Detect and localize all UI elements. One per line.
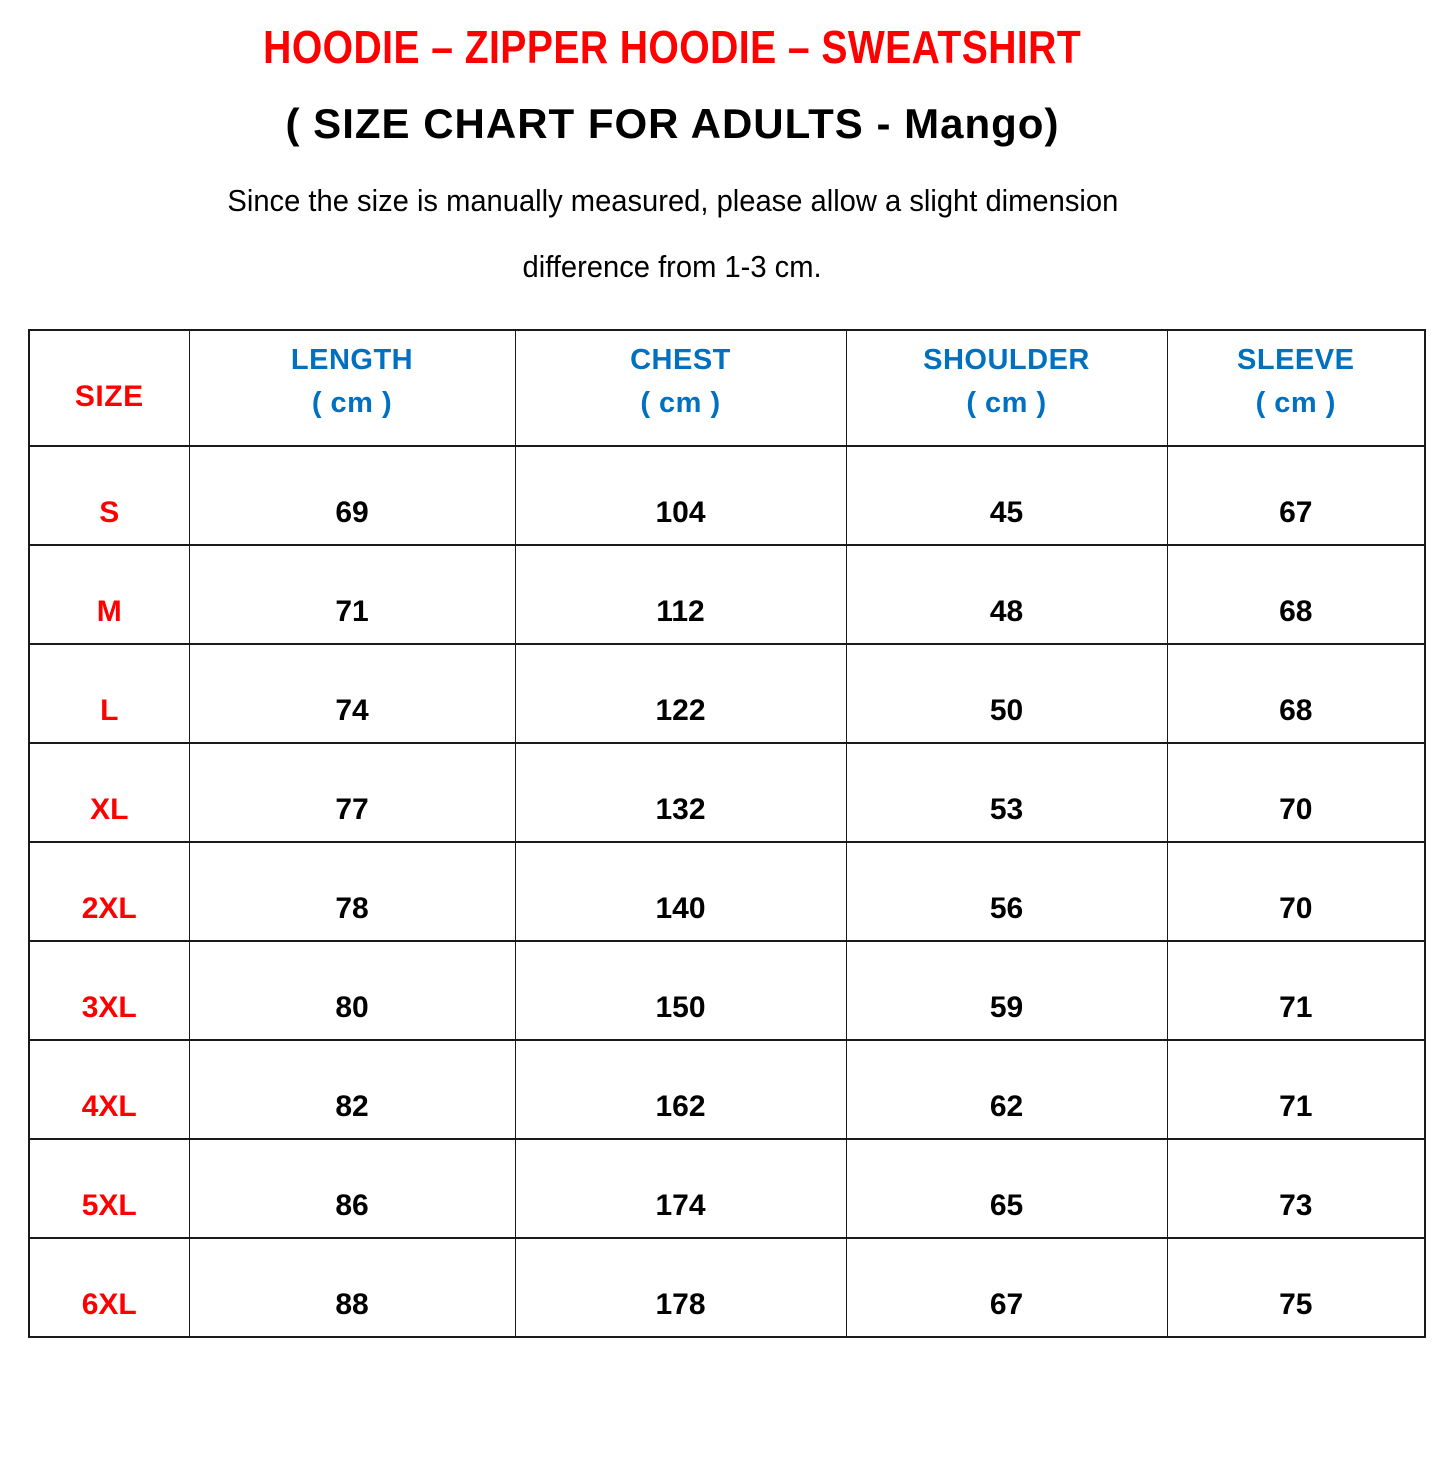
sleeve-cell: 68 <box>1166 643 1426 744</box>
size-cell: 3XL <box>28 940 190 1041</box>
sleeve-cell: 67 <box>1166 445 1426 546</box>
shoulder-cell: 53 <box>845 742 1168 843</box>
chest-cell: 174 <box>514 1138 847 1239</box>
column-header-label: CHEST <box>630 344 731 376</box>
table-row: 2XL 78 140 56 70 <box>28 841 1426 942</box>
table-row: 4XL 82 162 62 71 <box>28 1039 1426 1140</box>
column-header-label: LENGTH <box>290 344 414 376</box>
table-row: M 71 112 48 68 <box>28 544 1426 645</box>
column-header-unit: ( cm ) <box>311 387 393 419</box>
length-cell: 71 <box>188 544 516 645</box>
page-title-text: HOODIE – ZIPPER HOODIE – SWEATSHIRT <box>263 21 1082 73</box>
length-cell: 86 <box>188 1138 516 1239</box>
chest-cell: 150 <box>514 940 847 1041</box>
chest-cell: 104 <box>514 445 847 546</box>
size-cell: 5XL <box>28 1138 190 1239</box>
size-chart-table: SIZE LENGTH ( cm ) CHEST ( cm ) SHOULDER… <box>28 329 1426 1338</box>
note-line-2-text: difference from 1-3 cm. <box>522 249 823 284</box>
shoulder-cell: 59 <box>845 940 1168 1041</box>
length-cell: 82 <box>188 1039 516 1140</box>
table-row: L 74 122 50 68 <box>28 643 1426 744</box>
note-line-2: difference from 1-3 cm. <box>0 251 1345 282</box>
shoulder-cell: 45 <box>845 445 1168 546</box>
sleeve-cell: 73 <box>1166 1138 1426 1239</box>
length-cell: 88 <box>188 1237 516 1338</box>
size-cell: 4XL <box>28 1039 190 1140</box>
size-cell: M <box>28 544 190 645</box>
chest-cell: 162 <box>514 1039 847 1140</box>
page-content: HOODIE – ZIPPER HOODIE – SWEATSHIRT ( SI… <box>0 24 1345 282</box>
sleeve-cell: 68 <box>1166 544 1426 645</box>
length-cell: 69 <box>188 445 516 546</box>
note-line-1: Since the size is manually measured, ple… <box>0 185 1345 216</box>
length-cell: 74 <box>188 643 516 744</box>
size-cell: 2XL <box>28 841 190 942</box>
column-header-unit: ( cm ) <box>640 387 721 419</box>
sleeve-cell: 75 <box>1166 1237 1426 1338</box>
sleeve-cell: 71 <box>1166 940 1426 1041</box>
sleeve-cell: 70 <box>1166 841 1426 942</box>
column-header-label: SLEEVE <box>1237 344 1355 376</box>
shoulder-cell: 56 <box>845 841 1168 942</box>
chest-cell: 132 <box>514 742 847 843</box>
page-subtitle: ( SIZE CHART FOR ADULTS - Mango) <box>285 100 1060 147</box>
shoulder-cell: 65 <box>845 1138 1168 1239</box>
length-cell: 77 <box>188 742 516 843</box>
size-cell: XL <box>28 742 190 843</box>
shoulder-cell: 62 <box>845 1039 1168 1140</box>
size-cell: 6XL <box>28 1237 190 1338</box>
length-cell: 78 <box>188 841 516 942</box>
chest-cell: 122 <box>514 643 847 744</box>
column-header-unit: ( cm ) <box>966 387 1047 419</box>
page-title: HOODIE – ZIPPER HOODIE – SWEATSHIRT <box>0 24 1345 70</box>
sleeve-cell: 71 <box>1166 1039 1426 1140</box>
shoulder-cell: 50 <box>845 643 1168 744</box>
chest-column-header: CHEST ( cm ) <box>514 329 847 447</box>
chest-cell: 140 <box>514 841 847 942</box>
column-header-label: SHOULDER <box>923 344 1090 376</box>
column-header-unit: ( cm ) <box>1255 387 1336 419</box>
size-cell: L <box>28 643 190 744</box>
length-cell: 80 <box>188 940 516 1041</box>
length-column-header: LENGTH ( cm ) <box>188 329 516 447</box>
table-row: 5XL 86 174 65 73 <box>28 1138 1426 1239</box>
size-cell: S <box>28 445 190 546</box>
sleeve-column-header: SLEEVE ( cm ) <box>1166 329 1426 447</box>
size-column-header: SIZE <box>28 329 190 447</box>
table-row: XL 77 132 53 70 <box>28 742 1426 843</box>
note-line-1-text: Since the size is manually measured, ple… <box>227 183 1118 218</box>
table-row: 3XL 80 150 59 71 <box>28 940 1426 1041</box>
shoulder-cell: 67 <box>845 1237 1168 1338</box>
chest-cell: 178 <box>514 1237 847 1338</box>
sleeve-cell: 70 <box>1166 742 1426 843</box>
shoulder-column-header: SHOULDER ( cm ) <box>845 329 1168 447</box>
table-row: 6XL 88 178 67 75 <box>28 1237 1426 1338</box>
shoulder-cell: 48 <box>845 544 1168 645</box>
table-row: S 69 104 45 67 <box>28 445 1426 546</box>
chest-cell: 112 <box>514 544 847 645</box>
table-header-row: SIZE LENGTH ( cm ) CHEST ( cm ) SHOULDER… <box>28 329 1426 447</box>
